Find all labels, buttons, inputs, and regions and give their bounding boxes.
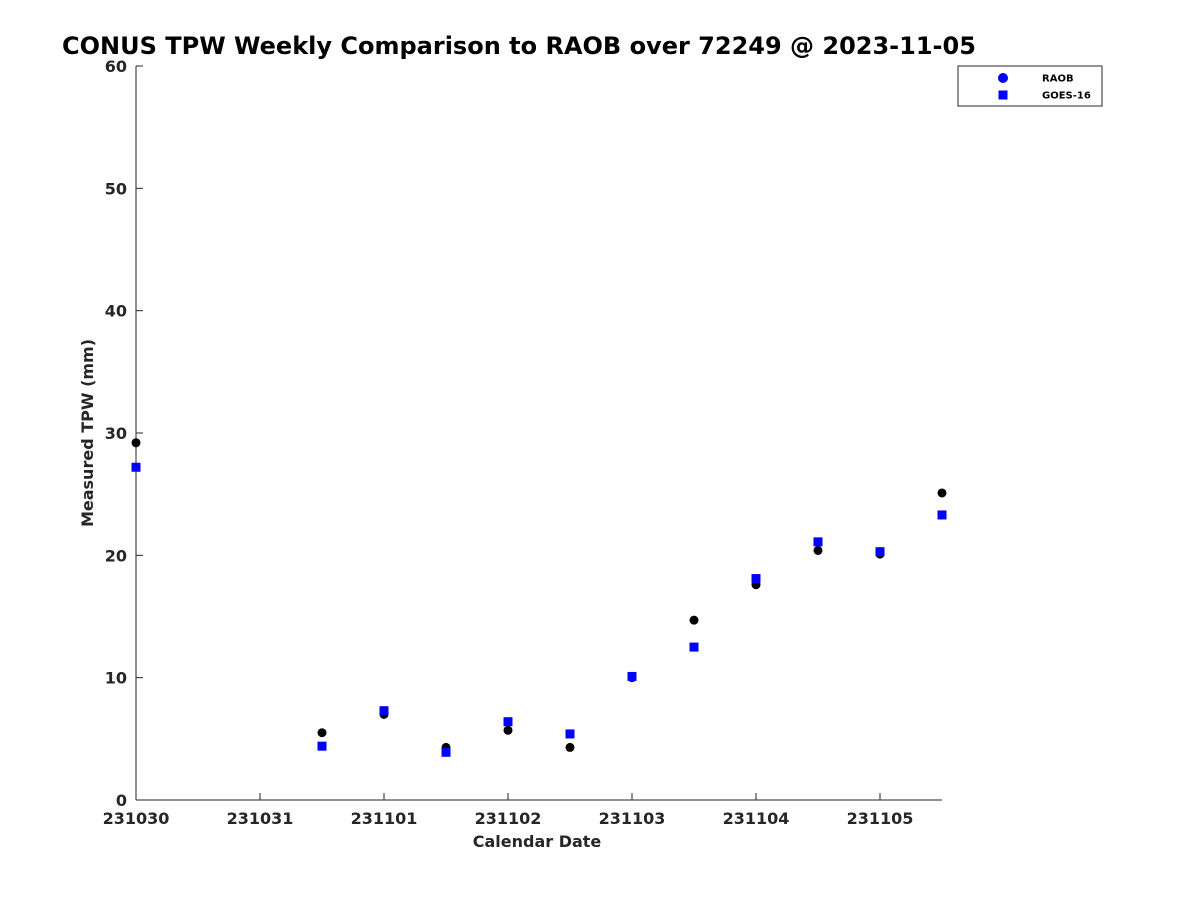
data-points	[131, 438, 947, 757]
goes-16-point	[875, 547, 885, 557]
legend: RAOB GOES-16	[957, 65, 1103, 107]
y-axis-ticks: 0 10 20 30 40 50 60	[105, 57, 143, 810]
goes-16-point	[813, 537, 823, 547]
goes-16-point	[565, 729, 575, 739]
plot-axes	[135, 66, 942, 801]
x-tick-label: 231104	[723, 809, 790, 828]
goes-16-point	[503, 717, 513, 727]
raob-point	[689, 615, 699, 625]
raob-point	[565, 742, 575, 752]
goes-16-point	[317, 741, 327, 751]
legend-items: RAOB GOES-16	[998, 73, 1091, 102]
legend-label-raob: RAOB	[1042, 74, 1074, 85]
legend-label-goes-16: GOES-16	[1042, 91, 1091, 102]
goes-16-point	[379, 706, 389, 716]
raob-point	[317, 728, 327, 738]
x-tick-label: 231103	[599, 809, 666, 828]
y-tick-label: 20	[105, 546, 127, 565]
x-tick-label: 231030	[103, 809, 170, 828]
raob-point	[813, 545, 823, 555]
y-tick-label: 30	[105, 424, 127, 443]
y-axis-label: Measured TPW (mm)	[78, 339, 97, 527]
raob-point	[937, 488, 947, 498]
legend-box	[957, 65, 1103, 107]
y-tick-label: 40	[105, 302, 127, 321]
raob-point	[503, 725, 513, 735]
y-tick-label: 60	[105, 57, 127, 76]
legend-marker-raob	[998, 73, 1008, 83]
goes-16-point	[627, 671, 637, 681]
goes-16-point	[751, 574, 761, 584]
x-tick-label: 231031	[227, 809, 294, 828]
y-tick-label: 50	[105, 179, 127, 198]
x-tick-label: 231101	[351, 809, 418, 828]
x-tick-label: 231105	[847, 809, 914, 828]
x-axis-label: Calendar Date	[473, 832, 602, 851]
goes-16-point	[937, 510, 947, 520]
goes-16-point	[441, 747, 451, 757]
legend-marker-goes-16	[998, 90, 1008, 100]
y-tick-label: 0	[116, 791, 127, 810]
y-tick-label: 10	[105, 669, 127, 688]
x-axis-ticks: 231030 231031 231101 231102 231103 231104 2311…	[103, 793, 914, 828]
goes-16-point	[689, 642, 699, 652]
x-tick-label: 231102	[475, 809, 542, 828]
raob-point	[131, 438, 141, 448]
chart-title: CONUS TPW Weekly Comparison to RAOB over…	[62, 32, 976, 60]
goes-16-point	[131, 462, 141, 472]
